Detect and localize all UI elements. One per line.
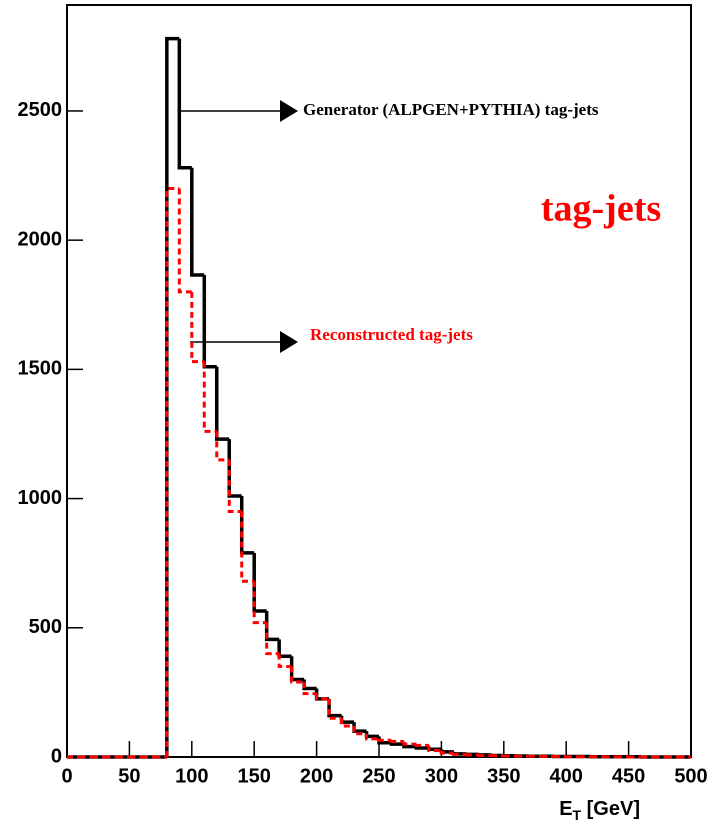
hist-step — [190, 167, 205, 277]
x-axis-label: ET [GeV] — [559, 798, 640, 822]
x-tick-label: 150 — [238, 765, 271, 787]
x-tick-label: 500 — [674, 765, 707, 787]
y-tick-label: 1500 — [18, 358, 63, 380]
hist-step — [477, 753, 492, 757]
hist-step — [414, 743, 429, 747]
hist-step — [252, 552, 267, 613]
hist-step — [277, 639, 292, 658]
x-tick-label: 50 — [118, 765, 140, 787]
hist-step — [352, 722, 367, 733]
hist-step — [240, 511, 255, 583]
hist-step — [414, 746, 429, 750]
y-tick-label: 1000 — [18, 487, 63, 509]
y-tick-label: 500 — [29, 616, 62, 638]
x-tick-label: 300 — [425, 765, 458, 787]
hist-step — [439, 750, 454, 755]
hist-step — [452, 752, 467, 756]
hist-step — [264, 610, 280, 642]
hist-step — [315, 693, 330, 701]
annotation-title: tag-jets — [541, 188, 661, 230]
x-axis-label-main: E — [559, 798, 572, 820]
hist-step — [377, 736, 392, 745]
hist-step — [215, 366, 230, 441]
annotation: Reconstructed tag-jets — [310, 325, 473, 344]
hist-step — [165, 186, 180, 757]
hist-step — [389, 742, 404, 746]
hist-step — [290, 666, 305, 684]
hist-step — [427, 745, 442, 753]
hist-step — [364, 731, 379, 739]
hist-step — [190, 291, 205, 364]
x-tick-label: 200 — [300, 765, 333, 787]
y-tick-label: 2500 — [18, 99, 63, 121]
hist-step — [365, 733, 379, 741]
x-tick-label: 350 — [487, 765, 520, 787]
y-tick-label: 2000 — [18, 228, 63, 250]
hist-step — [314, 688, 330, 701]
hist-step — [227, 439, 242, 498]
hist-step — [352, 725, 367, 736]
annotation: Generator (ALPGEN+PYTHIA) tag-jets — [303, 100, 599, 119]
x-axis-label-sub: T — [573, 807, 582, 823]
hist-step — [177, 188, 192, 294]
x-tick-label: 0 — [61, 765, 72, 787]
x-axis-label-rest: [GeV] — [581, 798, 640, 820]
hist-step — [239, 495, 255, 555]
hist-step — [215, 431, 230, 462]
hist-step — [464, 753, 479, 757]
x-tick-label: 450 — [612, 765, 645, 787]
y-tick-label: 0 — [51, 745, 62, 767]
x-tick-label: 100 — [175, 765, 208, 787]
hist-step — [302, 682, 317, 696]
hist-step — [340, 718, 355, 728]
hist-step — [402, 741, 417, 746]
hist-step — [439, 749, 454, 754]
hist-step — [339, 715, 355, 724]
hist-step — [165, 36, 180, 757]
hist-step — [327, 698, 342, 718]
hist-step — [302, 679, 317, 691]
x-tick-label: 400 — [550, 765, 583, 787]
arrow-head — [280, 331, 298, 353]
hist-step — [377, 738, 392, 742]
hist-step — [252, 581, 267, 625]
hist-step — [289, 656, 305, 682]
hist-step — [389, 739, 404, 743]
hist-step — [202, 361, 217, 433]
hist-step — [227, 459, 242, 514]
arrow-head — [280, 100, 298, 122]
hist-step — [277, 653, 292, 669]
hist-step — [202, 275, 217, 369]
x-tick-label: 250 — [362, 765, 395, 787]
hist-step — [265, 622, 280, 656]
hist-step — [177, 38, 192, 170]
